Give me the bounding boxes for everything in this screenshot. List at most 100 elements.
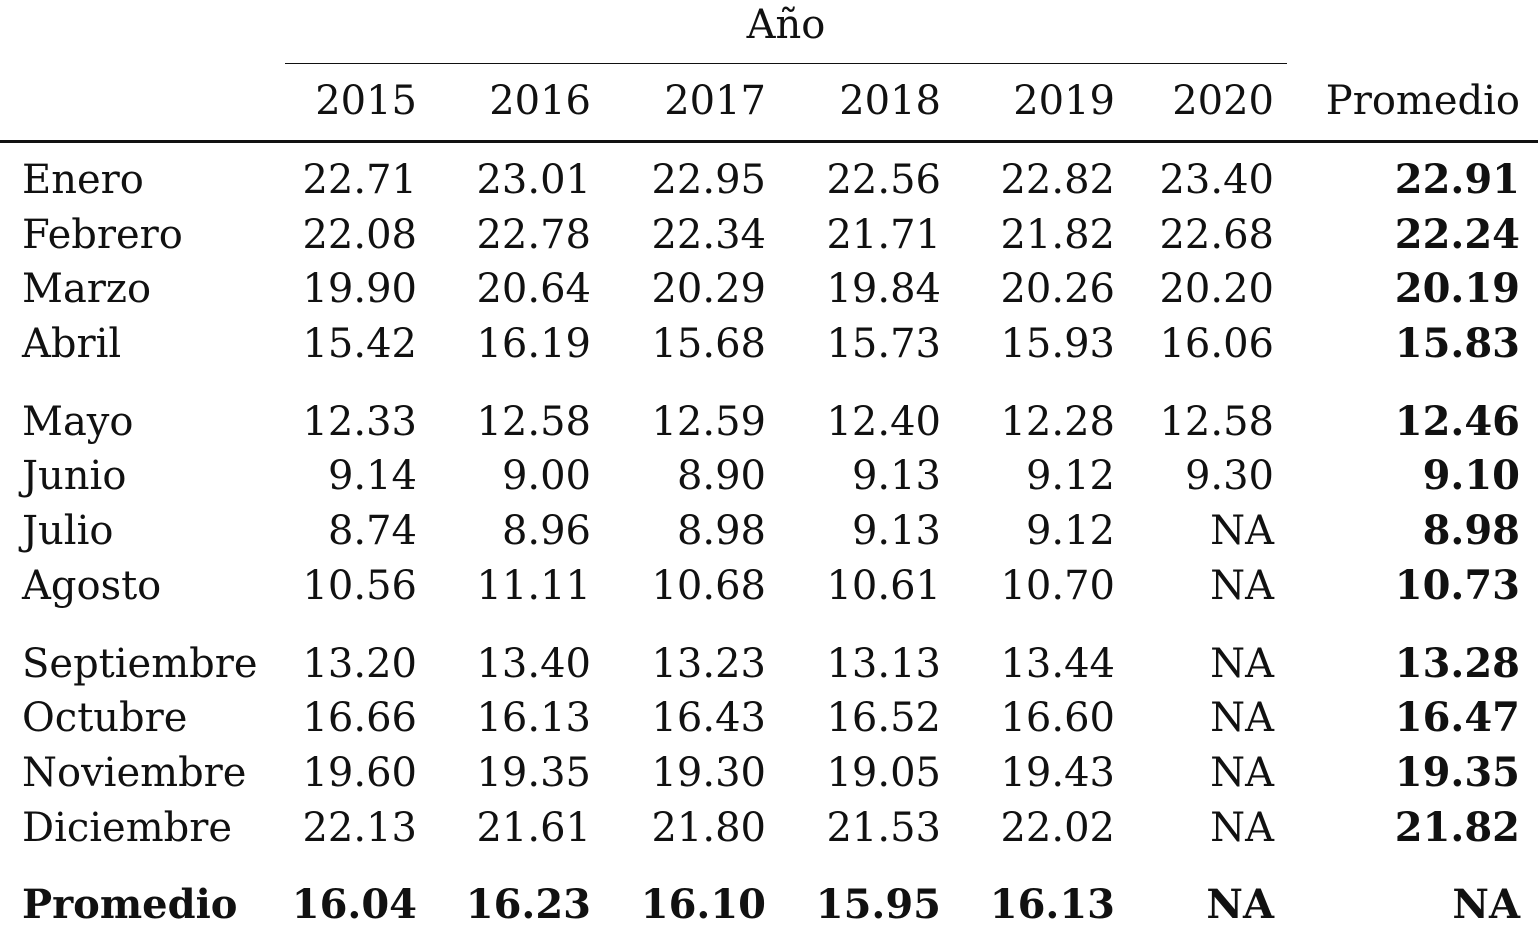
table-cell: 20.26 [1000,266,1115,312]
table-cell: 21.82 [1000,212,1115,258]
table-cell: 22.82 [1000,157,1115,203]
table-cell: 22.34 [651,212,766,258]
table-cell: 9.30 [1184,453,1274,499]
table-cell: 9.13 [851,453,941,499]
row-average: 15.83 [1394,320,1520,367]
row-label: Diciembre [22,805,233,851]
table-cell: 10.70 [1000,563,1115,609]
table-cell: 22.78 [476,212,591,258]
table-cell: 12.58 [476,399,591,445]
table-cell: 16.13 [476,695,591,741]
table-row: Diciembre 22.13 21.61 21.80 21.53 22.02 NA 21.8… [0,803,1538,853]
table-cell: NA [1210,695,1274,741]
table-row: Febrero 22.08 22.78 22.34 21.71 21.82 22.68 22.… [0,210,1538,260]
table-cell: 16.43 [651,695,766,741]
table-cell: 19.43 [1000,750,1115,796]
table-cell: 9.13 [851,508,941,554]
table-cell: 22.95 [651,157,766,203]
row-label: Octubre [22,695,188,741]
row-label: Septiembre [22,641,258,687]
column-header: Promedio [1325,78,1520,124]
table-cell: 8.74 [327,508,417,554]
table-cell: 8.96 [501,508,591,554]
footer-cell: 15.95 [815,881,941,928]
row-label: Febrero [22,212,183,258]
table-cell: 23.40 [1159,157,1274,203]
column-header-row: 2015 2016 2017 2018 2019 2020 Promedio [0,76,1538,126]
table-cell: 15.93 [1000,321,1115,367]
table-row: Julio 8.74 8.96 8.98 9.13 9.12 NA 8.98 [0,506,1538,556]
table-cell: 21.71 [826,212,941,258]
footer-cell: NA [1206,881,1274,928]
table-cell: 20.29 [651,266,766,312]
table-cell: 22.02 [1000,805,1115,851]
footer-average: NA [1452,881,1520,928]
table-cell: 21.80 [651,805,766,851]
table-cell: 8.98 [676,508,766,554]
table-cell: 15.42 [302,321,417,367]
spanner-rule [285,63,1287,64]
column-header: 2020 [1172,78,1274,124]
table-cell: 10.61 [826,563,941,609]
table-cell: 9.00 [501,453,591,499]
table-cell: 9.12 [1025,508,1115,554]
table-row: Agosto 10.56 11.11 10.68 10.61 10.70 NA 10.73 [0,561,1538,611]
row-average: 13.28 [1394,640,1520,687]
table-cell: NA [1210,508,1274,554]
table-cell: 19.30 [651,750,766,796]
row-label: Marzo [22,266,152,312]
table-cell: 19.60 [302,750,417,796]
table-row: Marzo 19.90 20.64 20.29 19.84 20.26 20.20 20.19 [0,264,1538,314]
header-rule [0,140,1538,143]
row-label: Noviembre [22,750,247,796]
footer-cell: 16.13 [989,881,1115,928]
footer-cell: 16.04 [291,881,417,928]
table-cell: 19.05 [826,750,941,796]
spanner-header: Año [746,2,826,48]
table-cell: 19.84 [826,266,941,312]
row-average: 21.82 [1394,804,1520,851]
row-average: 8.98 [1422,507,1520,554]
column-header: 2015 [315,78,417,124]
table-row: Noviembre 19.60 19.35 19.30 19.05 19.43 NA 19.3… [0,748,1538,798]
table-cell: NA [1210,641,1274,687]
row-label: Julio [22,508,114,554]
footer-cell: 16.10 [640,881,766,928]
column-header: 2016 [489,78,591,124]
table-cell: 22.13 [302,805,417,851]
table-cell: 19.35 [476,750,591,796]
footer-cell: 16.23 [465,881,591,928]
table-cell: 19.90 [302,266,417,312]
table-row: Octubre 16.66 16.13 16.43 16.52 16.60 NA 16.47 [0,693,1538,743]
table-cell: NA [1210,563,1274,609]
table-cell: 16.06 [1159,321,1274,367]
table-cell: 16.19 [476,321,591,367]
table-cell: 23.01 [476,157,591,203]
row-average: 12.46 [1394,398,1520,445]
row-label: Enero [22,157,144,203]
table-row: Abril 15.42 16.19 15.68 15.73 15.93 16.06 15.83 [0,319,1538,369]
table-cell: 15.73 [826,321,941,367]
table-cell: 13.40 [476,641,591,687]
table-cell: 12.58 [1159,399,1274,445]
row-label: Agosto [22,563,162,609]
table-cell: 12.40 [826,399,941,445]
table-cell: 13.20 [302,641,417,687]
table-cell: 15.68 [651,321,766,367]
table-cell: 13.23 [651,641,766,687]
table-cell: 9.14 [327,453,417,499]
row-average: 16.47 [1394,694,1520,741]
table-row: Septiembre 13.20 13.40 13.23 13.13 13.44 NA 13.… [0,639,1538,689]
table-cell: 12.33 [302,399,417,445]
table-cell: 12.28 [1000,399,1115,445]
column-header: 2017 [664,78,766,124]
table-row: Junio 9.14 9.00 8.90 9.13 9.12 9.30 9.10 [0,451,1538,501]
table-cell: 10.68 [651,563,766,609]
row-average: 20.19 [1394,265,1520,312]
row-label: Junio [22,453,127,499]
table-row: Mayo 12.33 12.58 12.59 12.40 12.28 12.58 12.46 [0,397,1538,447]
table-cell: 22.68 [1159,212,1274,258]
table-cell: 20.20 [1159,266,1274,312]
table-cell: 10.56 [302,563,417,609]
table-cell: 21.53 [826,805,941,851]
